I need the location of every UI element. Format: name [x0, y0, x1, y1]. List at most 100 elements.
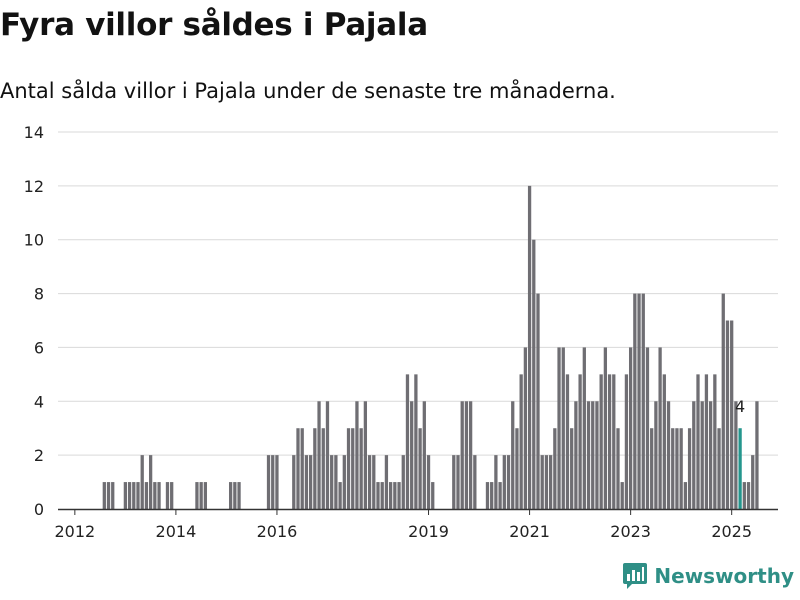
bar [511, 401, 515, 509]
y-axis-ticks: 0 2 4 6 8 10 12 14 [24, 123, 44, 519]
y-tick-label: 10 [24, 231, 44, 250]
bar [679, 428, 683, 509]
bar [599, 374, 603, 509]
highlight-value-label: 4 [735, 397, 745, 416]
bar [271, 455, 275, 509]
bar [321, 428, 325, 509]
bar [363, 401, 368, 509]
bar [359, 428, 363, 509]
y-tick-label: 8 [34, 285, 44, 304]
bar [498, 482, 502, 509]
bar [527, 185, 532, 509]
bar [342, 455, 346, 509]
bar [595, 401, 599, 509]
bar [153, 482, 157, 509]
bar [708, 401, 713, 509]
gridlines [58, 131, 778, 456]
bar [637, 293, 641, 509]
bar [494, 455, 498, 509]
bar [405, 374, 410, 509]
data-labels: 4 [735, 397, 745, 416]
bar [300, 428, 304, 509]
bar [304, 455, 309, 509]
bar [376, 482, 380, 509]
bar [751, 455, 755, 509]
bar [460, 401, 464, 509]
bar [384, 455, 389, 509]
bar [334, 455, 338, 509]
bar [170, 482, 174, 509]
bar [734, 401, 738, 509]
bar [380, 482, 384, 509]
bar [730, 320, 734, 509]
bar [616, 428, 620, 509]
bar [654, 401, 658, 509]
bar [565, 374, 570, 509]
y-tick-label: 0 [34, 500, 44, 519]
bar [456, 455, 460, 509]
bar [233, 482, 237, 509]
brand-name: Newsworthy [654, 564, 794, 588]
bar [553, 428, 557, 509]
newsworthy-logo: Newsworthy [622, 561, 794, 591]
bar [199, 482, 203, 509]
bar [228, 482, 233, 509]
bar [422, 401, 426, 509]
bar [687, 428, 692, 509]
bar [292, 455, 296, 509]
y-tick-label: 12 [24, 177, 44, 196]
bar [132, 482, 136, 509]
x-tick-label: 2014 [156, 522, 197, 541]
x-tick-label: 2023 [610, 522, 651, 541]
bar [561, 347, 565, 509]
bar [111, 482, 115, 509]
bar [308, 455, 313, 509]
bar [237, 482, 241, 509]
bar [628, 347, 633, 509]
bar [346, 428, 351, 509]
bar [607, 374, 612, 509]
bar [367, 455, 372, 509]
bar [275, 455, 279, 509]
bar [671, 428, 675, 509]
bar [388, 482, 393, 509]
bar [393, 482, 397, 509]
bar [351, 428, 355, 509]
bar [717, 428, 721, 509]
bar [540, 455, 544, 509]
bar [410, 401, 414, 509]
bar [624, 374, 629, 509]
bar [452, 455, 456, 509]
y-tick-label: 2 [34, 446, 44, 465]
bar [582, 347, 586, 509]
bar [355, 401, 359, 509]
bar [725, 320, 730, 509]
bar [144, 482, 149, 509]
bar [317, 401, 321, 509]
bar [148, 455, 153, 509]
y-tick-label: 6 [34, 338, 44, 357]
bar [515, 428, 519, 509]
bar [548, 455, 553, 509]
bar [502, 455, 506, 509]
bar [574, 401, 578, 509]
bar [127, 482, 132, 509]
bar [203, 482, 208, 509]
bar [742, 482, 746, 509]
bar [591, 401, 595, 509]
bar [721, 293, 725, 509]
bar-highlight [738, 428, 742, 509]
bar [650, 428, 654, 509]
bar [633, 293, 637, 509]
bar [136, 482, 140, 509]
bar [544, 455, 549, 509]
bar [578, 374, 582, 509]
bar [468, 401, 473, 509]
bar [696, 374, 700, 509]
bar [755, 401, 759, 509]
bar [662, 374, 666, 509]
bar [612, 374, 616, 509]
bar [485, 482, 490, 509]
bar [464, 401, 469, 509]
